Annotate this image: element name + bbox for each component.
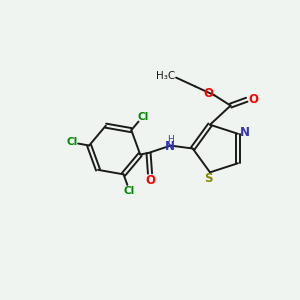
Text: H: H: [167, 135, 173, 144]
Text: H₃C: H₃C: [156, 71, 176, 81]
Text: O: O: [203, 87, 213, 100]
Text: N: N: [165, 140, 175, 153]
Text: Cl: Cl: [66, 137, 77, 147]
Text: O: O: [248, 93, 258, 106]
Text: O: O: [145, 173, 155, 187]
Text: Cl: Cl: [137, 112, 148, 122]
Text: Cl: Cl: [124, 186, 135, 196]
Text: N: N: [239, 126, 249, 139]
Text: S: S: [204, 172, 213, 185]
